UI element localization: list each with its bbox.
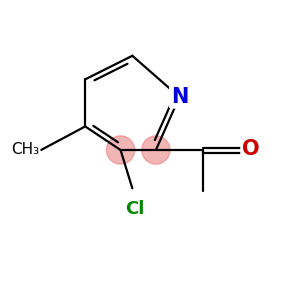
Text: Cl: Cl <box>126 200 145 218</box>
Text: O: O <box>242 139 260 158</box>
Circle shape <box>106 136 135 164</box>
Text: CH₃: CH₃ <box>11 142 40 158</box>
Text: N: N <box>171 87 188 107</box>
Circle shape <box>142 136 170 164</box>
